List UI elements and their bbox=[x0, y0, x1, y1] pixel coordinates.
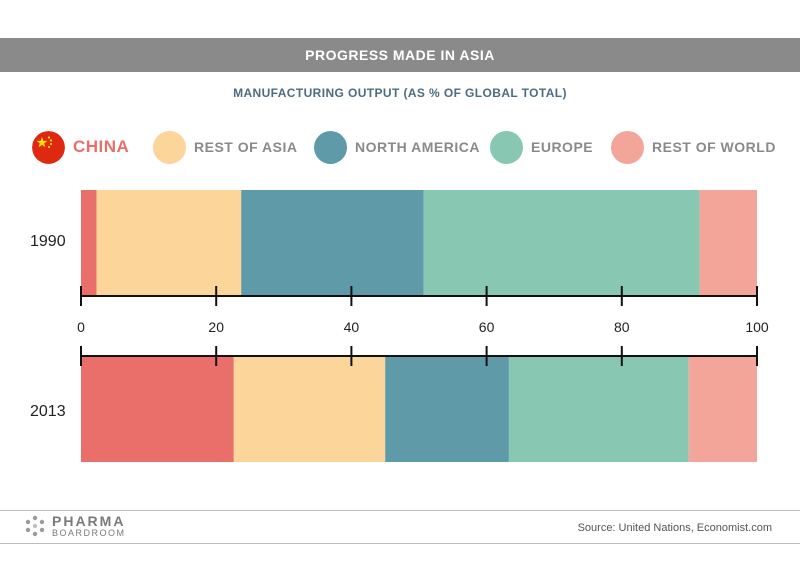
x-tick-label-80: 80 bbox=[614, 319, 630, 335]
x-tick-label-0: 0 bbox=[77, 319, 85, 335]
china-flag-icon bbox=[32, 130, 65, 164]
source-note: Source: United Nations, Economist.com bbox=[577, 522, 772, 534]
legend-swatch-rest-of-world bbox=[611, 130, 644, 164]
legend-item-rest-of-world: REST OF WORLD bbox=[611, 130, 776, 164]
x-tick-label-60: 60 bbox=[479, 319, 495, 335]
legend-label-europe: EUROPE bbox=[531, 139, 594, 155]
legend-swatch-rest-of-asia bbox=[153, 130, 186, 164]
legend-swatch-europe bbox=[490, 130, 523, 164]
bar-segment-1990-europe bbox=[423, 190, 700, 296]
chart-subtitle: MANUFACTURING OUTPUT (AS % OF GLOBAL TOT… bbox=[233, 86, 567, 100]
legend-label-rest-of-world: REST OF WORLD bbox=[652, 139, 776, 155]
legend-item-europe: EUROPE bbox=[490, 130, 593, 164]
x-tick-label-40: 40 bbox=[344, 319, 360, 335]
legend-item-north-america: NORTH AMERICA bbox=[314, 130, 480, 164]
chart-title-text: PROGRESS MADE IN ASIA bbox=[305, 47, 495, 63]
bar-segment-1990-rest-of-world bbox=[699, 190, 757, 296]
legend-item-rest-of-asia: REST OF ASIA bbox=[153, 130, 298, 164]
bar-segment-1990-rest-of-asia bbox=[96, 190, 242, 296]
logo-wordmark-pharma: PHARMA bbox=[52, 513, 126, 529]
x-tick-label-20: 20 bbox=[208, 319, 224, 335]
bar-segment-2013-rest-of-world bbox=[688, 356, 757, 462]
pharma-boardroom-logo: PHARMA BOARDROOM bbox=[24, 514, 126, 538]
legend-label-rest-of-asia: REST OF ASIA bbox=[194, 139, 298, 155]
bar-segment-1990-china bbox=[81, 190, 97, 296]
footer-divider-top bbox=[0, 510, 800, 511]
bar-segment-2013-north-america bbox=[385, 356, 509, 462]
logo-wordmark-boardroom: BOARDROOM bbox=[52, 528, 126, 538]
bar-segment-2013-china bbox=[81, 356, 234, 462]
legend-item-china: CHINA bbox=[32, 130, 129, 164]
footer-divider-bottom bbox=[0, 543, 800, 544]
legend-label-china: CHINA bbox=[73, 137, 130, 156]
logo-dots-icon bbox=[25, 515, 45, 537]
chart-title: PROGRESS MADE IN ASIA bbox=[0, 38, 800, 72]
legend-swatch-north-america bbox=[314, 130, 347, 164]
category-label-2013: 2013 bbox=[30, 403, 66, 420]
legend-label-north-america: NORTH AMERICA bbox=[355, 139, 480, 155]
bar-segment-2013-rest-of-asia bbox=[233, 356, 386, 462]
x-tick-label-100: 100 bbox=[745, 319, 769, 335]
legend: CHINA REST OF ASIA NORTH AMERICA EUROPE … bbox=[0, 130, 800, 164]
bar-segment-1990-north-america bbox=[241, 190, 424, 296]
category-label-1990: 1990 bbox=[30, 233, 66, 250]
bar-segment-2013-europe bbox=[508, 356, 689, 462]
